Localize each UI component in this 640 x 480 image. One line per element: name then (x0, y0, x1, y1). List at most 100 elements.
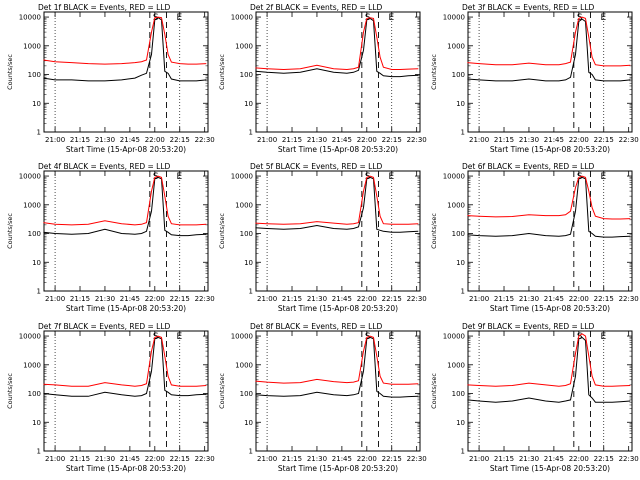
y-tick-label: 100 (452, 230, 465, 238)
y-tick-label: 1 (249, 448, 253, 456)
panel-det-7: Det 7f BLACK = Events, RED = LLD 1 10 100 10… (6, 322, 215, 473)
y-tick-label: 1000 (235, 42, 253, 50)
x-tick-label: 22:15 (382, 295, 402, 303)
y-axis-label: Counts/sec (218, 373, 226, 409)
y-tick-label: 100 (240, 230, 253, 238)
x-tick-label: 22:00 (145, 136, 165, 144)
panel-det-1: Det 1f BLACK = Events, RED = LLD 1 10 100 10… (6, 3, 215, 154)
x-tick-label: 21:00 (469, 455, 489, 463)
x-tick-label: 22:30 (195, 455, 215, 463)
y-tick-label: 1000 (447, 201, 465, 209)
y-tick-label: 1 (249, 288, 253, 296)
y-axis-label: Counts/sec (430, 213, 438, 249)
series-line-events (43, 17, 207, 82)
x-tick-label: 21:00 (45, 136, 65, 144)
x-tick-label: 21:00 (257, 295, 277, 303)
interval-end-label: E (388, 172, 394, 182)
y-tick-label: 100 (28, 71, 41, 79)
interval-end-label: E (176, 172, 182, 182)
y-tick-label: 10 (244, 259, 253, 267)
y-tick-label: 10 (456, 259, 465, 267)
interval-end-label: E (388, 13, 394, 23)
x-tick-label: 21:15 (494, 136, 514, 144)
series-line-events (255, 17, 419, 78)
x-tick-label: 21:45 (120, 455, 140, 463)
y-tick-label: 10000 (19, 173, 41, 181)
x-tick-label: 21:00 (45, 455, 65, 463)
x-tick-label: 22:15 (594, 136, 614, 144)
plot-frame (43, 330, 209, 452)
x-tick-label: 21:30 (307, 455, 327, 463)
x-tick-label: 21:30 (307, 136, 327, 144)
y-tick-label: 100 (240, 390, 253, 398)
y-axis-label: Counts/sec (430, 373, 438, 409)
x-tick-label: 22:00 (569, 295, 589, 303)
x-axis-label: Start Time (15-Apr-08 20:53:20) (278, 304, 398, 313)
x-tick-label: 22:30 (619, 136, 639, 144)
y-axis-label: Counts/sec (430, 54, 438, 90)
y-tick-label: 1 (461, 129, 465, 137)
x-tick-label: 21:30 (95, 455, 115, 463)
x-tick-label: 21:45 (120, 136, 140, 144)
y-tick-label: 1 (249, 129, 253, 137)
series-line-lld (43, 175, 207, 226)
x-tick-label: 21:15 (494, 295, 514, 303)
x-tick-label: 22:00 (357, 455, 377, 463)
x-tick-label: 21:15 (282, 295, 302, 303)
interval-end-label: E (176, 13, 182, 23)
x-axis-label: Start Time (15-Apr-08 20:53:20) (66, 464, 186, 473)
x-tick-label: 22:15 (382, 136, 402, 144)
y-tick-label: 10000 (231, 333, 253, 341)
series-line-events (43, 176, 207, 237)
x-tick-label: 22:30 (407, 295, 427, 303)
x-tick-label: 22:15 (170, 455, 190, 463)
series-line-lld (43, 16, 207, 65)
series-line-events (467, 18, 631, 82)
panel-title: Det 4f BLACK = Events, RED = LLD (38, 162, 171, 171)
panel-title: Det 2f BLACK = Events, RED = LLD (250, 3, 383, 12)
y-tick-label: 10000 (19, 14, 41, 22)
series-line-lld (467, 175, 631, 220)
y-tick-label: 10000 (443, 173, 465, 181)
panel-det-9: Det 9f BLACK = Events, RED = LLD 1 10 100 10… (430, 322, 639, 473)
x-tick-label: 21:45 (332, 455, 352, 463)
x-axis-label: Start Time (15-Apr-08 20:53:20) (278, 464, 398, 473)
y-tick-label: 10 (32, 259, 41, 267)
x-tick-label: 22:30 (407, 136, 427, 144)
x-tick-label: 22:00 (145, 455, 165, 463)
x-tick-label: 22:00 (569, 136, 589, 144)
x-axis-label: Start Time (15-Apr-08 20:53:20) (66, 304, 186, 313)
y-tick-label: 10000 (231, 173, 253, 181)
x-tick-label: 21:15 (70, 136, 90, 144)
x-tick-label: 21:15 (70, 455, 90, 463)
x-tick-label: 22:15 (594, 295, 614, 303)
x-tick-label: 21:00 (45, 295, 65, 303)
panel-det-5: Det 5f BLACK = Events, RED = LLD 1 10 100 10… (218, 162, 427, 313)
series-line-events (255, 336, 419, 398)
y-tick-label: 1 (37, 288, 41, 296)
y-tick-label: 1000 (447, 361, 465, 369)
panel-title: Det 5f BLACK = Events, RED = LLD (250, 162, 383, 171)
x-axis-label: Start Time (15-Apr-08 20:53:20) (490, 304, 610, 313)
y-tick-label: 100 (452, 71, 465, 79)
y-tick-label: 10 (32, 419, 41, 427)
plot-frame (467, 330, 633, 452)
y-tick-label: 1 (37, 448, 41, 456)
x-tick-label: 21:15 (282, 455, 302, 463)
series-line-lld (255, 335, 419, 385)
panel-title: Det 8f BLACK = Events, RED = LLD (250, 322, 383, 331)
y-tick-label: 1 (37, 129, 41, 137)
x-tick-label: 22:30 (407, 455, 427, 463)
y-tick-label: 1000 (23, 201, 41, 209)
y-axis-label: Counts/sec (218, 54, 226, 90)
x-tick-label: 21:30 (519, 455, 539, 463)
series-line-events (467, 336, 631, 403)
y-tick-label: 100 (240, 71, 253, 79)
x-tick-label: 21:15 (70, 295, 90, 303)
x-tick-label: 21:30 (95, 295, 115, 303)
x-tick-label: 21:30 (519, 295, 539, 303)
x-tick-label: 21:15 (282, 136, 302, 144)
plot-frame (255, 330, 421, 452)
panel-det-4: Det 4f BLACK = Events, RED = LLD 1 10 100 10… (6, 162, 215, 313)
